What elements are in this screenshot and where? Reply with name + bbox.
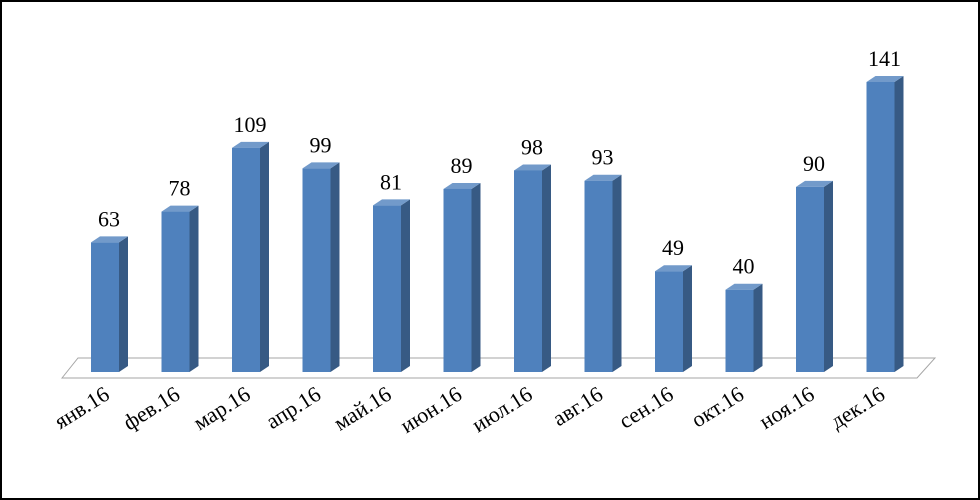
bar-front: [514, 170, 542, 372]
bar-top: [866, 76, 904, 82]
bar-top: [725, 283, 763, 290]
bar: [866, 76, 904, 372]
data-label: 93: [592, 145, 614, 170]
bar: [584, 174, 622, 372]
data-label: 63: [98, 206, 120, 231]
data-label: 98: [521, 134, 543, 159]
bar-top: [373, 199, 410, 206]
bar: [232, 141, 269, 372]
bar: [443, 182, 481, 372]
bar: [302, 162, 340, 372]
bar-front: [584, 180, 613, 372]
data-label: 99: [310, 132, 332, 157]
data-label: 49: [662, 235, 684, 260]
data-label: 89: [451, 153, 473, 178]
bar-front: [866, 82, 895, 372]
bar: [655, 265, 692, 372]
bar-side: [824, 180, 833, 372]
data-label: 81: [380, 169, 402, 194]
bar: [161, 205, 199, 372]
data-label: 109: [234, 112, 267, 137]
bar: [725, 283, 763, 372]
bar-side: [471, 182, 481, 372]
bar-front: [302, 168, 331, 372]
bar-side: [401, 199, 410, 372]
bar-front: [725, 289, 754, 372]
bar: [514, 164, 551, 372]
bar-top: [91, 236, 128, 243]
bar-front: [373, 205, 401, 372]
bar-side: [189, 205, 199, 372]
bar-front: [796, 186, 824, 372]
bar: [796, 180, 833, 372]
bar-side: [119, 236, 128, 372]
bar: [91, 236, 128, 372]
bar-top: [584, 174, 622, 181]
data-label: 90: [803, 151, 825, 176]
bar-top: [161, 205, 199, 212]
bar: [373, 199, 410, 372]
bar-top: [443, 182, 481, 189]
bar-top: [514, 164, 551, 171]
bar-side: [260, 141, 269, 372]
bar-front: [232, 147, 260, 372]
bar-side: [542, 164, 551, 372]
bar-front: [161, 211, 190, 372]
data-label: 141: [868, 46, 901, 71]
bar-side: [753, 283, 763, 372]
bar-side: [683, 265, 692, 372]
bar-front: [443, 188, 472, 372]
bar-side: [612, 174, 622, 372]
bar-side: [894, 76, 904, 372]
bar-top: [796, 180, 833, 187]
data-label: 78: [169, 176, 191, 201]
bar-top: [302, 162, 340, 169]
bar-top: [232, 141, 269, 148]
data-label: 40: [733, 254, 755, 279]
bar-front: [655, 271, 683, 372]
bar-front: [91, 242, 119, 372]
bar-side: [330, 162, 340, 372]
floor: [60, 357, 937, 379]
bar-top: [655, 265, 692, 272]
